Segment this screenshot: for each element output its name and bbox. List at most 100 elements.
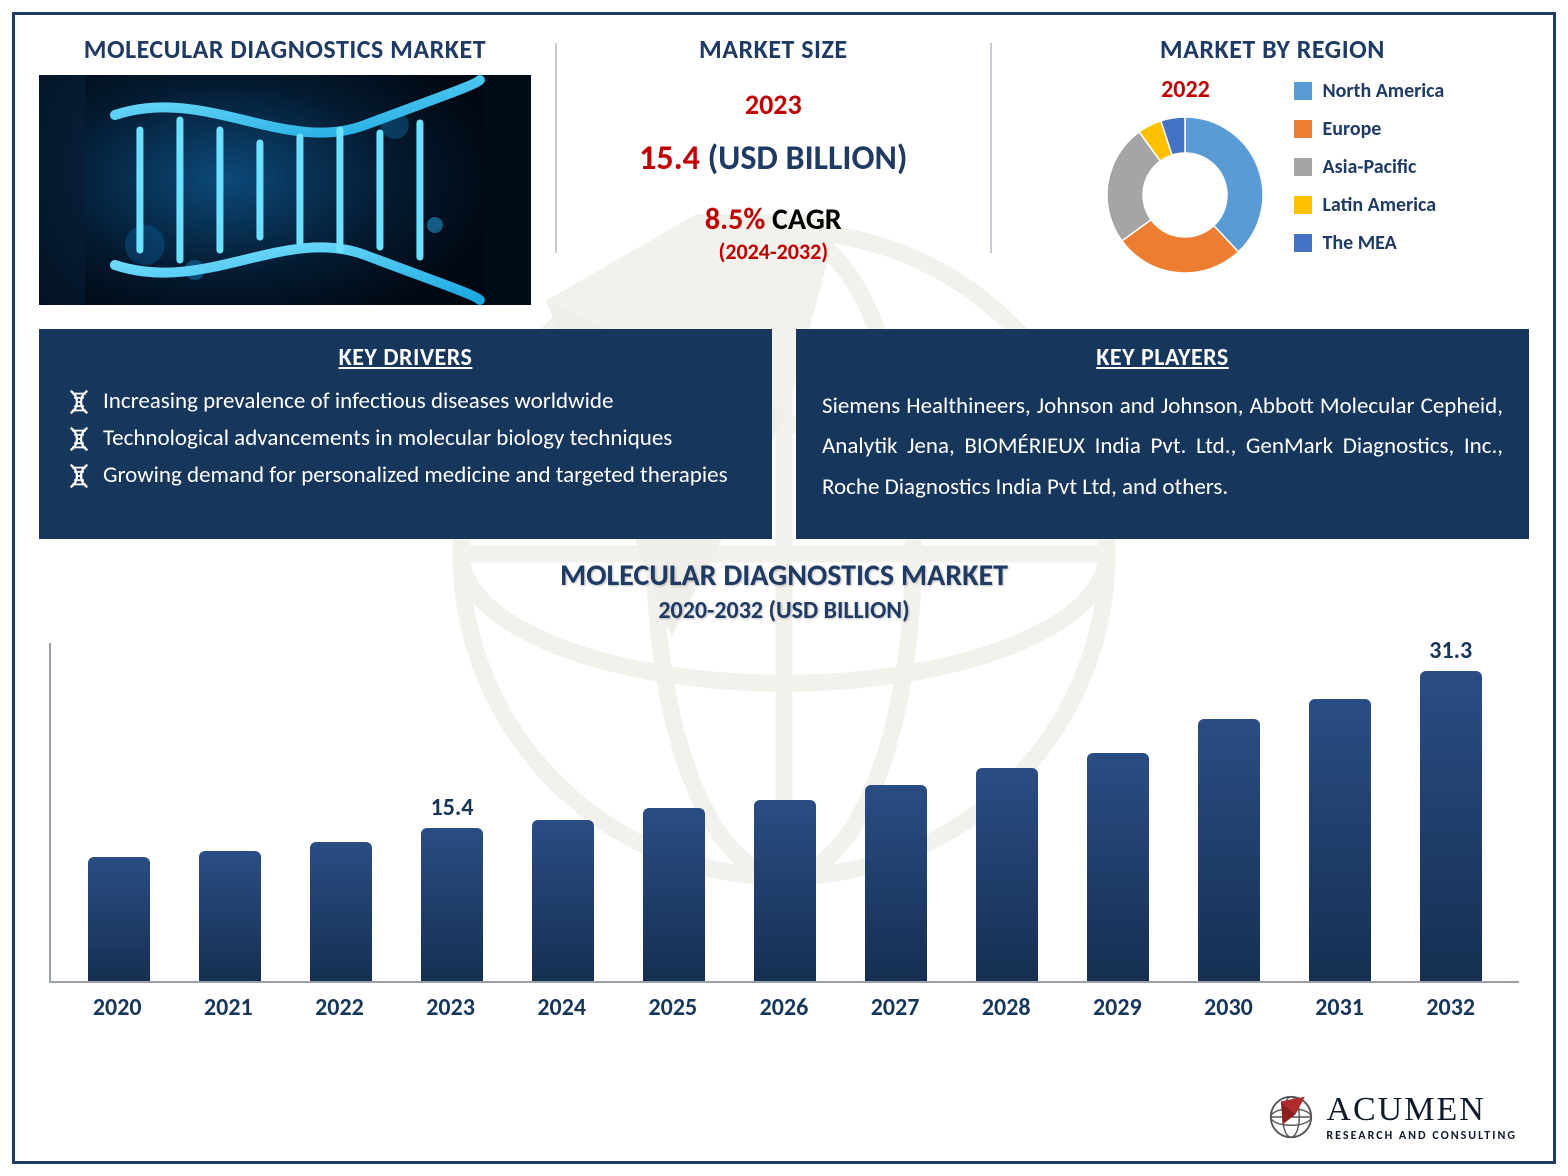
col-market-image: MOLECULAR DIAGNOSTICS MARKET — [39, 33, 531, 305]
bar — [754, 800, 816, 981]
legend-label: Latin America — [1322, 193, 1436, 217]
market-size-num: 15.4 — [639, 138, 700, 179]
legend-swatch — [1294, 158, 1312, 176]
bar — [976, 768, 1038, 981]
legend-swatch — [1294, 120, 1312, 138]
legend-label: The MEA — [1322, 231, 1396, 255]
brand-tagline: RESEARCH AND CONSULTING — [1326, 1129, 1517, 1143]
bar — [643, 808, 705, 981]
bar — [310, 842, 372, 981]
legend-swatch — [1294, 82, 1312, 100]
bar-slot — [1290, 665, 1390, 981]
driver-text: Growing demand for personalized medicine… — [103, 461, 728, 489]
xaxis-label: 2022 — [289, 993, 389, 1022]
xaxis-label: 2031 — [1289, 993, 1389, 1022]
bar-chart-area: MOLECULAR DIAGNOSTICS MARKET 2020-2032 (… — [39, 557, 1529, 1022]
xaxis-label: 2025 — [623, 993, 723, 1022]
market-size-unit: (USD BILLION) — [708, 138, 908, 179]
infographic-frame: MOLECULAR DIAGNOSTICS MARKET — [12, 12, 1556, 1164]
dna-bullet-icon — [65, 388, 93, 416]
cagr-pct: 8.5% — [705, 201, 765, 238]
xaxis-label: 2021 — [178, 993, 278, 1022]
xaxis-label: 2024 — [512, 993, 612, 1022]
xaxis-label: 2026 — [734, 993, 834, 1022]
chart-plot: 15.431.3 — [49, 643, 1519, 983]
key-boxes-row: KEY DRIVERS Increasing prevalence of inf… — [39, 329, 1529, 539]
bar-slot: 15.4 — [402, 793, 502, 981]
driver-text: Technological advancements in molecular … — [103, 424, 672, 452]
top-row: MOLECULAR DIAGNOSTICS MARKET — [39, 33, 1529, 305]
bar — [421, 828, 483, 981]
bar-slot — [180, 817, 280, 981]
key-players-text: Siemens Healthineers, Johnson and Johnso… — [822, 386, 1503, 507]
bar-slot: 31.3 — [1401, 636, 1501, 981]
key-players-box: KEY PLAYERS Siemens Healthineers, Johnso… — [796, 329, 1529, 539]
xaxis-label: 2032 — [1401, 993, 1501, 1022]
xaxis-label: 2020 — [67, 993, 167, 1022]
market-size-value: 15.4 (USD BILLION) — [639, 138, 907, 179]
cagr-label: CAGR — [772, 201, 842, 238]
region-legend: North America Europe Asia-Pacific Latin Ame… — [1294, 79, 1444, 255]
market-size-cagr: 8.5% CAGR — [705, 201, 842, 238]
bar — [199, 851, 261, 981]
divider-1 — [555, 43, 557, 253]
region-donut-chart — [1100, 110, 1270, 280]
donut-slice — [1185, 117, 1263, 252]
legend-swatch — [1294, 234, 1312, 252]
col2-title: MARKET SIZE — [699, 33, 848, 65]
chart-subtitle: 2020-2032 (USD BILLION) — [39, 596, 1529, 625]
legend-label: Europe — [1322, 117, 1381, 141]
dna-bullet-icon — [65, 425, 93, 453]
dna-image — [39, 75, 531, 305]
bar-slot — [624, 774, 724, 981]
region-year: 2022 — [1161, 75, 1210, 104]
bar-slot — [846, 751, 946, 981]
bar-value-label: 15.4 — [431, 793, 474, 822]
globe-icon — [1268, 1094, 1314, 1140]
legend-item: Europe — [1294, 117, 1444, 141]
bar — [865, 785, 927, 981]
key-drivers-title: KEY DRIVERS — [65, 343, 746, 372]
cagr-period: (2024-2032) — [718, 238, 828, 265]
legend-swatch — [1294, 196, 1312, 214]
bar-slot — [69, 823, 169, 981]
driver-text: Increasing prevalence of infectious dise… — [103, 387, 613, 415]
legend-label: Asia-Pacific — [1322, 155, 1416, 179]
market-size-year: 2023 — [745, 87, 802, 122]
legend-item: North America — [1294, 79, 1444, 103]
driver-item: Increasing prevalence of infectious dise… — [65, 386, 746, 417]
driver-item: Technological advancements in molecular … — [65, 423, 746, 454]
chart-title: MOLECULAR DIAGNOSTICS MARKET — [39, 557, 1529, 594]
bar-slot — [735, 766, 835, 981]
key-drivers-list: Increasing prevalence of infectious dise… — [65, 386, 746, 491]
col3-title: MARKET BY REGION — [1160, 33, 1385, 65]
chart-xaxis: 2020 2021 2022 2023 2024 2025 2026 2027 2028 2029… — [49, 993, 1519, 1022]
driver-item: Growing demand for personalized medicine… — [65, 460, 746, 491]
key-players-title: KEY PLAYERS — [822, 343, 1503, 372]
divider-2 — [990, 43, 992, 253]
legend-item: Asia-Pacific — [1294, 155, 1444, 179]
bar-slot — [1179, 685, 1279, 981]
bar — [1087, 753, 1149, 981]
bar — [1198, 719, 1260, 981]
xaxis-label: 2023 — [400, 993, 500, 1022]
xaxis-label: 2027 — [845, 993, 945, 1022]
legend-item: Latin America — [1294, 193, 1444, 217]
legend-label: North America — [1322, 79, 1444, 103]
brand-logo: ACUMEN RESEARCH AND CONSULTING — [1268, 1091, 1517, 1143]
bar-slot — [291, 808, 391, 981]
col-market-region: MARKET BY REGION 2022 North America Europ… — [1016, 33, 1529, 305]
bar — [1420, 671, 1482, 981]
bar-slot — [513, 786, 613, 981]
xaxis-label: 2029 — [1067, 993, 1167, 1022]
xaxis-label: 2030 — [1178, 993, 1278, 1022]
brand-name: ACUMEN — [1326, 1091, 1485, 1128]
bar — [88, 857, 150, 981]
bar — [532, 820, 594, 981]
dna-bullet-icon — [65, 462, 93, 490]
legend-item: The MEA — [1294, 231, 1444, 255]
xaxis-label: 2028 — [956, 993, 1056, 1022]
col-market-size: MARKET SIZE 2023 15.4 (USD BILLION) 8.5%… — [581, 33, 966, 305]
bar-slot — [1068, 719, 1168, 981]
bar — [1309, 699, 1371, 981]
